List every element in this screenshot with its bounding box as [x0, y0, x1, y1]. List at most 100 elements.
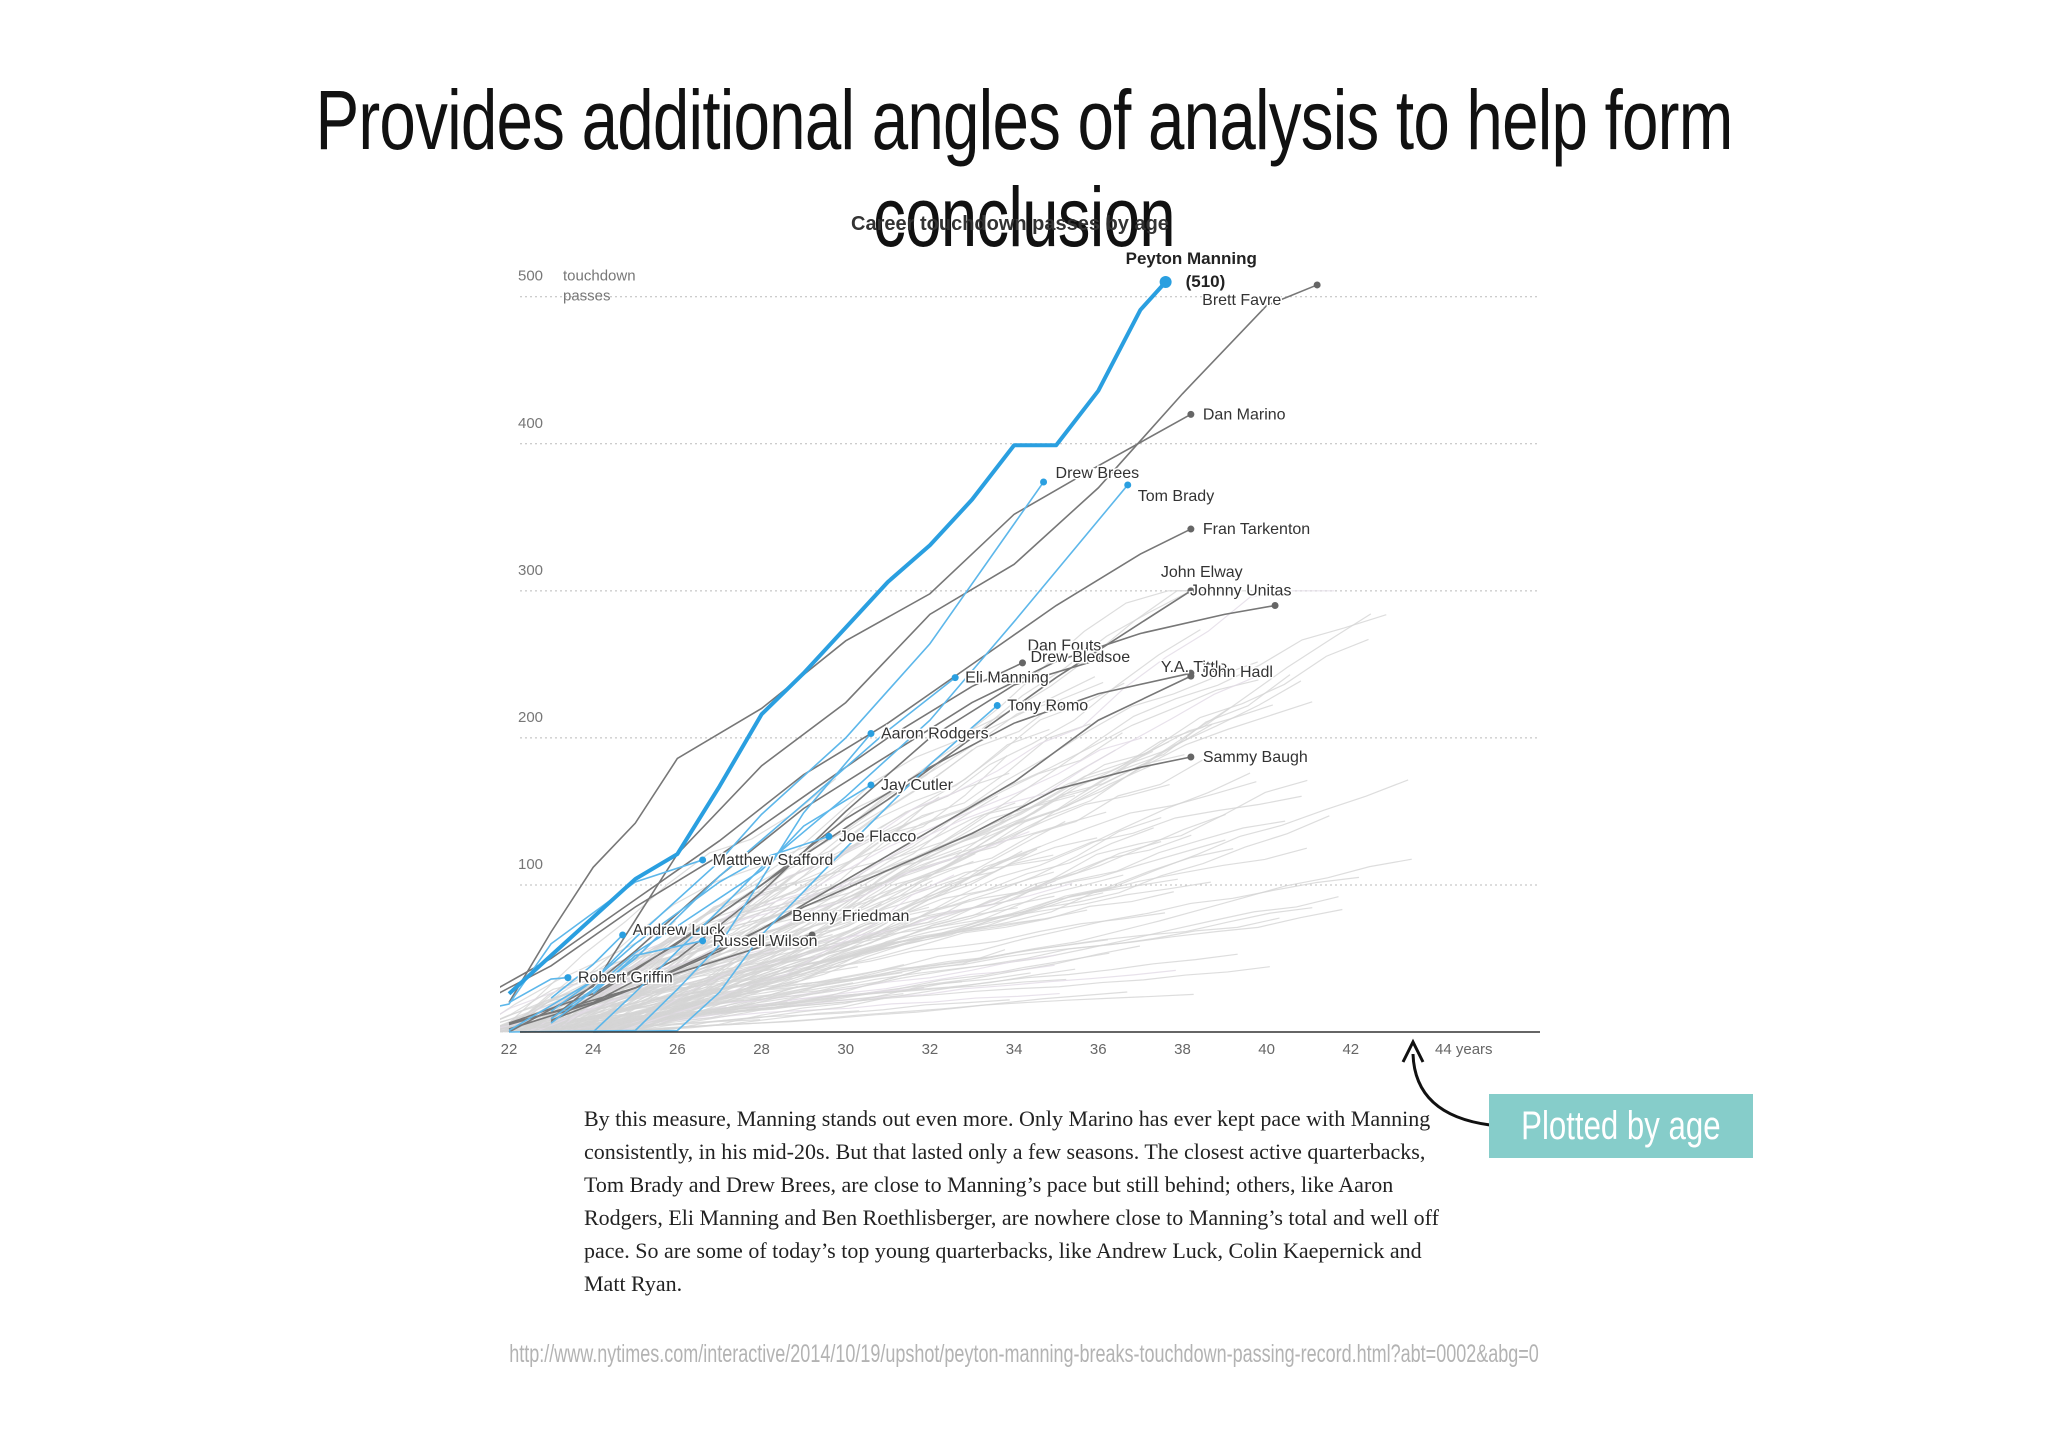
series-label: Eli Manning [965, 670, 1049, 687]
series-endpoint [564, 974, 572, 982]
series-label: Johnny Unitas [1190, 583, 1291, 600]
y-axis-label: passes [563, 288, 611, 305]
series-label: Brett Favre [1202, 292, 1281, 309]
series-endpoint [1313, 281, 1321, 289]
series-line [508, 481, 1045, 1032]
background-career-line [564, 953, 1238, 1033]
series-line [593, 704, 998, 1033]
gridlines [520, 296, 1540, 886]
series-labels: Brett Favre Dan Marino Fran Tarkenton John … [576, 249, 1311, 988]
x-tick-label: 40 [1258, 1041, 1275, 1058]
background-career-line [612, 759, 1203, 1033]
series-label: Tony Romo [1007, 698, 1088, 715]
x-tick-label: 22 [501, 1041, 518, 1058]
highlight-label: Peyton Manning [1126, 249, 1257, 268]
background-career-line [558, 590, 1233, 1033]
series-endpoint [1187, 753, 1195, 761]
background-career-line [537, 881, 1211, 1033]
series-endpoint [699, 937, 707, 945]
background-career-line [634, 945, 1141, 1033]
series-label: Tom Brady [1138, 488, 1214, 505]
series-endpoint [1187, 587, 1195, 595]
series-label: Russell Wilson [713, 933, 818, 950]
background-career-line [514, 704, 1274, 1033]
background-career-line [610, 638, 1369, 1033]
series-line [592, 940, 703, 995]
series-label: John Elway [1161, 564, 1243, 581]
series-line [500, 528, 1192, 988]
x-tick-label: 24 [585, 1041, 602, 1058]
series-label: Drew Brees [1056, 465, 1140, 482]
background-career-line [596, 906, 1018, 1033]
retired-series [500, 281, 1321, 1033]
background-career-line [565, 929, 777, 1033]
background-career-line [633, 847, 1308, 1033]
callout-label: Plotted by age [1521, 1103, 1721, 1148]
series-endpoint [867, 781, 875, 789]
highlight-line [507, 280, 1168, 996]
chart-title: Career touchdown passes by age [851, 213, 1169, 235]
background-career-line [630, 977, 842, 1033]
series-endpoint [825, 832, 833, 840]
article-caption: By this measure, Manning stands out even… [584, 1106, 1439, 1296]
series-line [508, 976, 568, 1004]
y-tick-label: 500 [518, 268, 543, 285]
series-endpoint [1124, 481, 1132, 489]
series-label: John Hadl [1201, 664, 1273, 681]
background-career-line [586, 614, 1387, 1033]
background-career-line [548, 854, 1054, 1033]
series-endpoint [1187, 669, 1195, 677]
callout-arrow [1401, 1038, 1491, 1127]
background-career-line [611, 858, 1412, 1033]
series-line [508, 732, 872, 1033]
x-tick-label: 34 [1006, 1041, 1023, 1058]
series-endpoint [619, 931, 627, 939]
series-line [508, 672, 1192, 1024]
background-career-line [549, 779, 1308, 1033]
series-label: Jay Cutler [881, 777, 954, 794]
background-career-line [505, 676, 1096, 1033]
background-career-line [596, 853, 976, 1033]
source-link[interactable]: http://www.nytimes.com/interactive/2014/… [509, 1340, 1539, 1368]
y-axis-label: touchdown [563, 268, 636, 285]
series-label: Benny Friedman [792, 908, 909, 925]
series-endpoint [1187, 525, 1195, 533]
background-career-line [500, 778, 837, 1032]
series-label: Matthew Stafford [713, 852, 834, 869]
series-line [592, 484, 1129, 1033]
series-label: Y.A. Tittle [1161, 659, 1228, 676]
active-series [500, 478, 1132, 1033]
background-career-line [626, 918, 922, 1033]
series-endpoint [1098, 654, 1106, 662]
x-tick-label: 44 years [1435, 1041, 1493, 1058]
series-line [550, 934, 624, 999]
x-tick-label: 38 [1174, 1041, 1191, 1058]
background-career-line [595, 880, 933, 1033]
x-tick-label: 30 [837, 1041, 854, 1058]
series-line [550, 784, 872, 1020]
highlight-series [507, 276, 1172, 996]
series-label: Dan Fouts [1027, 637, 1101, 654]
series-endpoint [808, 931, 816, 939]
x-tick-label: 26 [669, 1041, 686, 1058]
series-endpoint [699, 856, 707, 864]
series-line [550, 756, 1192, 1021]
highlight-value: (510) [1186, 272, 1226, 291]
y-tick-label: 100 [518, 856, 543, 873]
callout-box: Plotted by age [1489, 1094, 1753, 1158]
y-tick-label: 300 [518, 562, 543, 579]
series-label: Robert Griffin [578, 970, 673, 987]
series-endpoint [1019, 659, 1027, 667]
background-lines [500, 590, 1412, 1033]
series-endpoint [1271, 602, 1279, 610]
x-tick-label: 36 [1090, 1041, 1107, 1058]
series-endpoint [867, 729, 875, 737]
series-label: Sammy Baugh [1203, 749, 1308, 766]
background-career-line [596, 701, 1313, 1033]
series-label: Drew Bledsoe [1031, 649, 1131, 666]
series-label: Andrew Luck [633, 922, 726, 939]
series-line [550, 835, 830, 1013]
series-line [500, 859, 703, 1007]
series-label: Aaron Rodgers [881, 725, 989, 742]
background-career-line [551, 749, 973, 1033]
